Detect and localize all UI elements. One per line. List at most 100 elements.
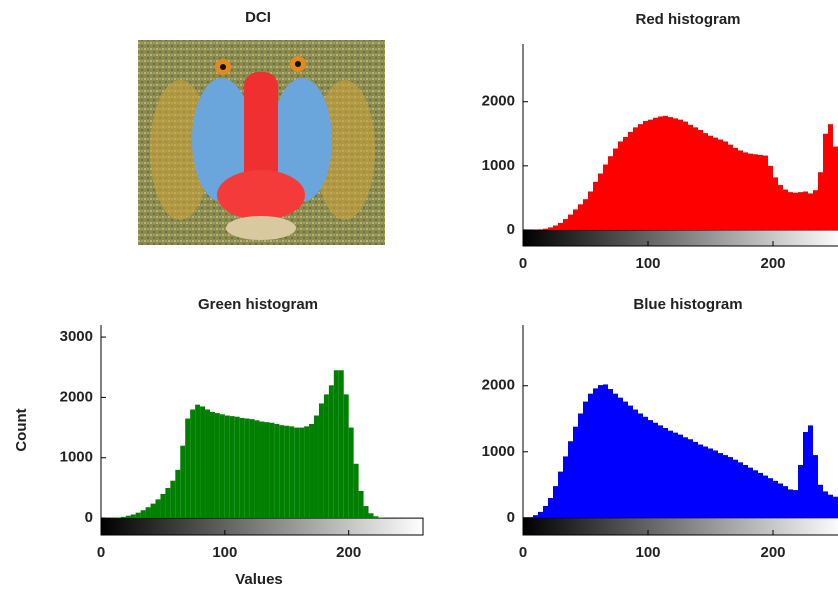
histogram-bar (753, 154, 758, 230)
histogram-bar (688, 124, 693, 230)
histogram-bar (813, 190, 818, 230)
histogram-bar (788, 192, 793, 230)
histogram-bar (333, 370, 339, 519)
histogram-bar (568, 214, 573, 230)
histogram-bar (135, 512, 141, 519)
histogram-bar (708, 135, 713, 230)
histogram-bar (259, 421, 265, 519)
histogram-bar (613, 148, 618, 230)
y-axis-label: Count (13, 408, 30, 451)
histogram-bar (668, 430, 673, 518)
histogram-bar (723, 141, 728, 230)
histogram-bar (613, 393, 618, 518)
histogram-bar (528, 517, 533, 518)
y-tick-label: 1000 (482, 443, 515, 460)
histogram-bar (703, 133, 708, 230)
histogram-bar (758, 154, 763, 230)
histogram-bar (573, 426, 578, 518)
y-tick-label: 3000 (60, 328, 93, 345)
histogram-bar (603, 164, 608, 230)
histogram-bar (763, 155, 768, 230)
histogram-bar (743, 465, 748, 518)
histogram-bar (633, 127, 638, 230)
histogram-bar (808, 425, 813, 518)
histogram-bar (618, 397, 623, 518)
histogram-bar (798, 465, 803, 518)
histogram-bar (249, 419, 255, 519)
histogram-bar (573, 209, 578, 230)
histogram-bar (598, 385, 603, 518)
histogram-bar (783, 189, 788, 230)
x-tick-label: 100 (635, 255, 660, 272)
histogram-bar (578, 413, 583, 518)
histogram-bar (343, 394, 349, 519)
histogram-bar (353, 463, 359, 519)
chart-title: Blue histogram (633, 296, 742, 313)
histogram-bar (643, 416, 648, 518)
histogram-bar (818, 484, 823, 518)
histogram-bar (608, 389, 613, 518)
histogram-bar (833, 146, 838, 230)
histogram-bar (558, 471, 563, 518)
histogram-bar (663, 115, 668, 230)
histogram-bar (175, 469, 181, 519)
histogram-bar (833, 496, 838, 518)
histogram-bar (823, 491, 828, 518)
image-title: DCI (245, 9, 271, 26)
histogram-bar (588, 191, 593, 230)
histogram-bar (813, 455, 818, 518)
y-tick-label: 0 (507, 509, 515, 526)
chart-title: Red histogram (635, 11, 740, 28)
histogram-bar (563, 456, 568, 518)
histogram-bar (608, 156, 613, 230)
histogram-bar (803, 431, 808, 518)
histogram-bar (623, 136, 628, 230)
histogram-bar (264, 422, 270, 519)
histogram-bar (239, 417, 245, 519)
histogram-bar (773, 480, 778, 518)
histogram-bar (698, 444, 703, 518)
histogram-bar (763, 475, 768, 518)
chart-title: Green histogram (198, 296, 318, 313)
x-tick-label: 0 (97, 544, 105, 561)
histogram-bar (190, 409, 196, 519)
histogram-bar (738, 462, 743, 518)
y-tick-label: 2000 (482, 377, 515, 394)
histogram-bar (229, 416, 235, 519)
histogram-bar (768, 478, 773, 518)
histogram-bar (598, 173, 603, 230)
histogram-bar (543, 505, 548, 518)
histogram-bar (563, 219, 568, 230)
histogram-bar (244, 418, 250, 519)
histogram-bar (728, 457, 733, 518)
histogram-bar (180, 445, 186, 519)
histogram-bar (284, 425, 290, 519)
histogram-bar (538, 229, 543, 230)
x-tick-label: 100 (212, 544, 237, 561)
histogram-bar (798, 192, 803, 230)
histogram-bar (688, 439, 693, 518)
histogram-bar (568, 441, 573, 518)
colorbar (100, 517, 424, 536)
histogram-bar (170, 480, 176, 519)
histogram-bar (155, 499, 161, 519)
histogram-bar (304, 426, 310, 519)
histogram-bar (653, 117, 658, 230)
histogram-bar (768, 165, 773, 230)
histogram-bar (678, 119, 683, 230)
histogram-bar (583, 401, 588, 518)
histogram-bar (663, 428, 668, 518)
histogram-bar (115, 517, 121, 519)
histogram-bar (633, 409, 638, 518)
histogram-bar (803, 191, 808, 230)
histogram-bar (823, 133, 828, 230)
histogram-bar (323, 394, 329, 519)
histogram-bar (728, 144, 733, 230)
histogram-bar (828, 494, 833, 518)
histogram-bar (623, 401, 628, 518)
histogram-bar (200, 406, 206, 519)
histogram-bar (718, 453, 723, 518)
histogram-bar (588, 393, 593, 518)
histogram-bar (758, 472, 763, 518)
